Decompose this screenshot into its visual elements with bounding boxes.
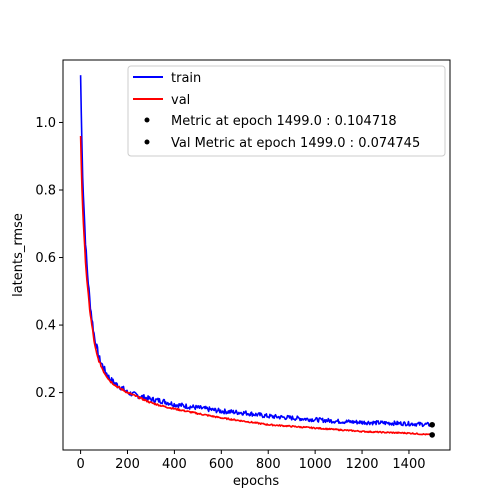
x-tick-label: 800 <box>256 457 281 472</box>
marker-layer <box>429 421 435 438</box>
legend-label-val-metric: Val Metric at epoch 1499.0 : 0.074745 <box>171 136 420 151</box>
legend-label-metric: Metric at epoch 1499.0 : 0.104718 <box>171 114 397 129</box>
y-tick-label: 0.8 <box>35 184 56 199</box>
x-axis-ticks: 0 200 400 600 800 1000 1200 1400 <box>76 450 426 472</box>
legend-label-val: val <box>171 93 190 108</box>
x-tick-label: 1200 <box>345 457 378 472</box>
y-tick-label: 0.2 <box>35 386 56 401</box>
x-tick-label: 200 <box>115 457 140 472</box>
series-layer <box>79 75 433 436</box>
x-tick-label: 400 <box>162 457 187 472</box>
legend-box <box>127 65 446 157</box>
legend-label-train: train <box>171 71 201 86</box>
metric-marker-1 <box>429 432 435 438</box>
x-axis-label: epochs <box>233 474 280 489</box>
y-tick-label: 1.0 <box>35 116 56 131</box>
plot-frame <box>62 59 451 451</box>
metric-marker-0 <box>429 421 435 428</box>
x-tick-label: 1000 <box>299 457 332 472</box>
legend-swatch-val-metric <box>144 139 150 145</box>
x-tick-label: 600 <box>209 457 234 472</box>
x-tick-label: 0 <box>76 457 84 472</box>
y-tick-label: 0.6 <box>35 251 56 266</box>
y-axis-label: latents_rmse <box>11 213 26 297</box>
legend: train val Metric at epoch 1499.0 : 0.104… <box>127 65 446 157</box>
y-tick-label: 0.4 <box>35 319 56 334</box>
x-tick-label: 1400 <box>392 457 425 472</box>
series-line-val <box>79 135 433 436</box>
y-axis-ticks: 0.2 0.4 0.6 0.8 1.0 <box>35 116 63 401</box>
legend-swatch-metric <box>144 117 150 123</box>
